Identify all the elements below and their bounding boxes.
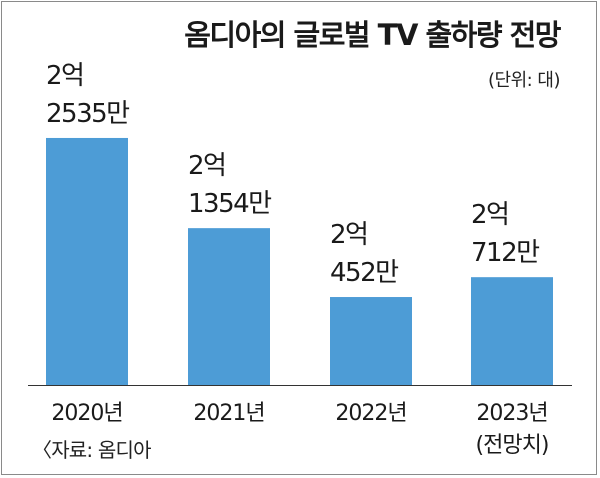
data-label-2021년-0: 2억	[188, 151, 225, 181]
data-label-2022년-1: 452만	[330, 258, 398, 288]
category-note-2023년: (전망치)	[476, 433, 549, 458]
data-label-2020년-1: 2535만	[46, 99, 129, 129]
category-label-2021년: 2021년	[193, 401, 264, 426]
data-label-2020년-0: 2억	[46, 61, 83, 91]
category-label-2020년: 2020년	[51, 401, 122, 426]
chart-title: 옴디아의 글로벌 TV 출하량 전망	[184, 18, 561, 52]
bar-2020년	[46, 137, 128, 385]
data-label-2021년-1: 1354만	[188, 189, 271, 219]
data-label-2023년-0: 2억	[471, 200, 508, 230]
source-note: 〈자료: 옴디아	[32, 438, 152, 462]
bar-2022년	[330, 297, 412, 385]
bar-2023년	[471, 277, 553, 385]
unit-label: (단위: 대)	[487, 70, 561, 91]
data-label-2022년-0: 2억	[330, 220, 367, 250]
category-label-2023년: 2023년	[476, 401, 547, 426]
category-label-2022년: 2022년	[335, 401, 406, 426]
data-label-2023년-1: 712만	[471, 238, 539, 268]
bar-2021년	[188, 228, 270, 385]
